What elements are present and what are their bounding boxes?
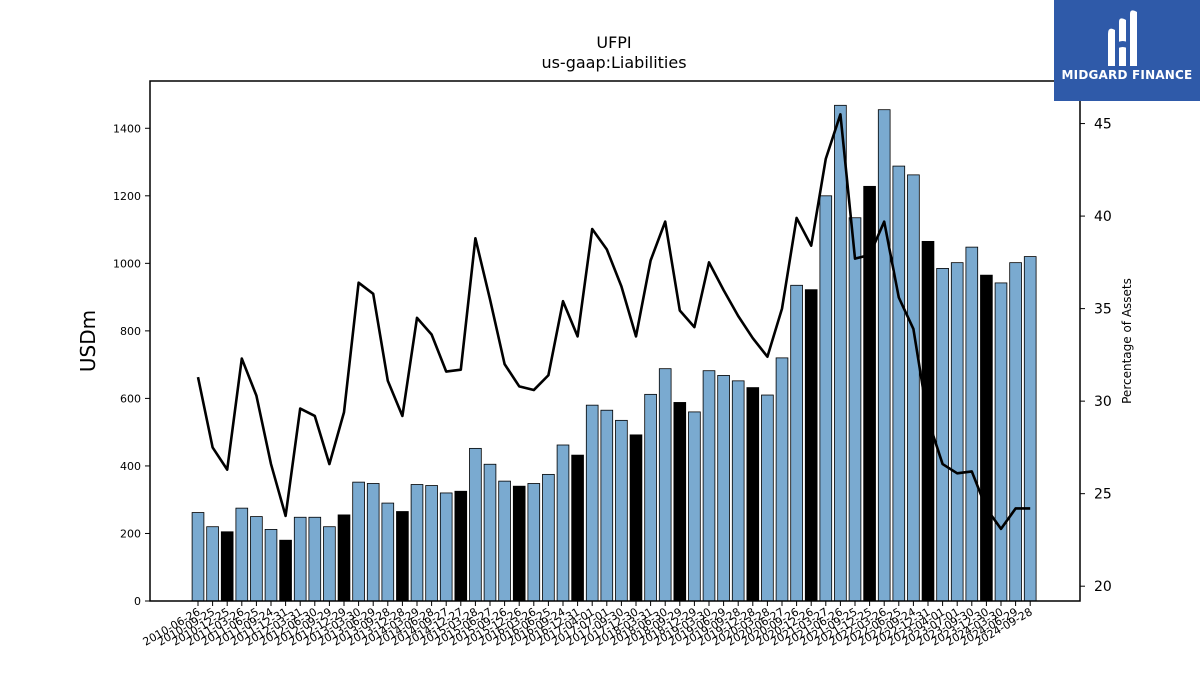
bar [819, 195, 833, 602]
bar [936, 267, 949, 602]
bar [702, 370, 716, 602]
bar [761, 394, 774, 602]
bar [877, 109, 891, 602]
bar [746, 387, 760, 602]
y2-tick-label: 20 [1094, 579, 1112, 595]
y2-tick-label: 30 [1094, 394, 1112, 410]
bar [483, 463, 497, 602]
bar [206, 526, 219, 602]
y2-tick-label: 25 [1094, 487, 1112, 503]
pct-of-assets-line [196, 113, 1031, 531]
y-tick-label: 200 [120, 527, 141, 540]
bar [804, 289, 818, 602]
bar [308, 516, 322, 602]
bar [381, 502, 395, 602]
bar [1009, 262, 1022, 602]
bar [425, 485, 438, 602]
y2-axis-label: Percentage of Assets [1120, 278, 1134, 404]
bar [556, 444, 570, 602]
bar [439, 492, 453, 602]
bar [892, 165, 906, 602]
bar [323, 526, 336, 602]
bar [585, 404, 599, 602]
x-axis: 2010-06-262010-09-252010-12-252011-03-26… [141, 601, 1035, 649]
bar [498, 480, 511, 602]
bar [527, 483, 541, 602]
bar [235, 507, 249, 602]
y2-tick-label: 40 [1094, 209, 1112, 225]
y-tick-label: 1400 [113, 122, 141, 135]
bar [965, 246, 979, 602]
bar [410, 484, 424, 602]
bar [250, 516, 263, 602]
bar [279, 539, 292, 602]
bar [571, 454, 584, 602]
bar [337, 514, 351, 602]
bar [658, 368, 672, 602]
y-axis-right: 20 25 30 35 40 45 [1080, 117, 1112, 595]
y2-tick-label: 45 [1094, 117, 1112, 133]
bar-series [191, 104, 1037, 602]
y-axis-left: 0 200 400 600 800 1000 1200 1400 [113, 122, 150, 608]
plot-frame [149, 80, 1081, 602]
bar [644, 393, 657, 602]
y-axis-label: USDm [76, 310, 100, 372]
y2-tick-label: 35 [1094, 302, 1112, 318]
bar [717, 375, 730, 602]
bar [688, 411, 701, 602]
chart-subtitle: us-gaap:Liabilities [541, 53, 686, 72]
bar [220, 531, 234, 602]
y-tick-label: 1200 [113, 190, 141, 203]
bar [980, 274, 993, 602]
y-tick-label: 400 [120, 460, 141, 473]
bar [629, 434, 643, 602]
bar [469, 447, 482, 602]
bar [731, 380, 745, 602]
bar [542, 473, 555, 602]
y-tick-label: 1000 [113, 257, 141, 270]
bar [512, 485, 526, 602]
bar [994, 282, 1008, 602]
y-tick-label: 0 [134, 595, 141, 608]
bar [834, 104, 847, 602]
bar [775, 357, 789, 602]
bar [352, 481, 365, 602]
bar [293, 516, 307, 602]
chart-title: UFPI [596, 33, 631, 52]
bar [907, 174, 920, 602]
bar [848, 217, 862, 602]
bar [790, 284, 803, 602]
y-tick-label: 800 [120, 325, 141, 338]
bar [454, 490, 468, 602]
bar [673, 402, 687, 602]
pct-line-series [196, 113, 1031, 531]
y-tick-label: 600 [120, 392, 141, 405]
bar [396, 511, 409, 602]
logo-mark-icon [1108, 10, 1137, 67]
bar [264, 529, 278, 602]
bar [366, 483, 380, 602]
midgard-finance-logo: MIDGARD FINANCE [1054, 0, 1200, 101]
bar [615, 419, 628, 602]
bar [1023, 256, 1037, 602]
bar [600, 409, 614, 602]
bar [950, 262, 964, 602]
bar [191, 512, 205, 602]
logo-text: MIDGARD FINANCE [1061, 68, 1193, 82]
